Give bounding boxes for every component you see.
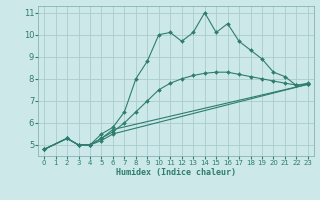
X-axis label: Humidex (Indice chaleur): Humidex (Indice chaleur) (116, 168, 236, 177)
